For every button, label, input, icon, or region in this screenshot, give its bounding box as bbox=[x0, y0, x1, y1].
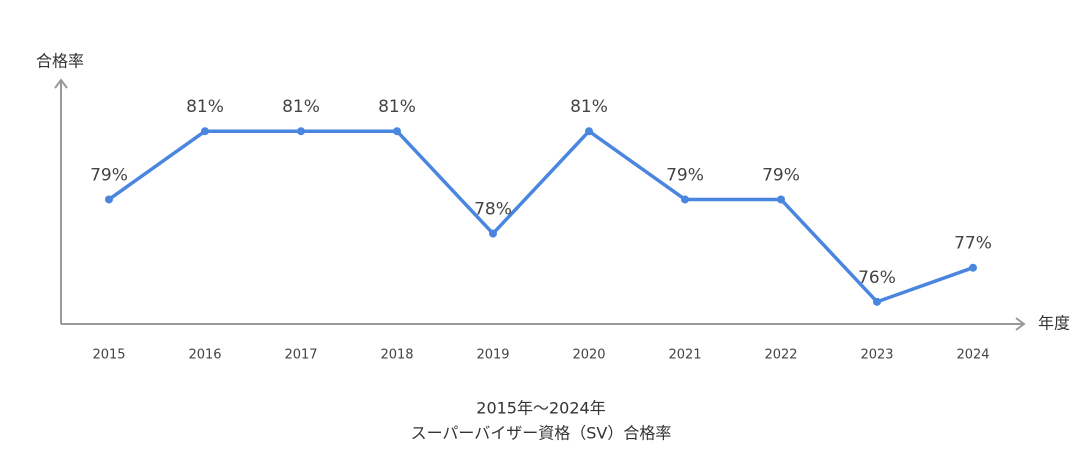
x-tick-label: 2019 bbox=[476, 348, 509, 363]
x-tick-label: 2022 bbox=[764, 348, 797, 363]
x-tick-label: 2024 bbox=[956, 348, 989, 363]
x-axis-label: 年度 bbox=[1038, 314, 1070, 333]
x-tick-label: 2016 bbox=[188, 348, 221, 363]
x-tick-label: 2018 bbox=[380, 348, 413, 363]
value-label: 77% bbox=[954, 234, 992, 254]
point bbox=[777, 195, 785, 204]
y-axis-label: 合格率 bbox=[36, 52, 84, 71]
point bbox=[969, 263, 977, 272]
value-label: 79% bbox=[666, 165, 704, 185]
point bbox=[201, 127, 209, 136]
x-tick-label: 2017 bbox=[284, 348, 317, 363]
value-label: 81% bbox=[186, 97, 224, 117]
point bbox=[393, 127, 401, 136]
x-tick-label: 2020 bbox=[572, 348, 605, 363]
chart-title: 2015年～2024年 bbox=[476, 399, 605, 418]
point bbox=[873, 297, 881, 306]
point bbox=[297, 127, 305, 136]
x-tick-label: 2015 bbox=[92, 348, 125, 363]
axes bbox=[54, 78, 1026, 331]
line bbox=[107, 129, 974, 304]
point bbox=[585, 127, 593, 136]
point bbox=[489, 229, 497, 238]
value-label: 81% bbox=[378, 97, 416, 117]
value-label: 79% bbox=[762, 165, 800, 185]
value-label: 79% bbox=[90, 165, 128, 185]
chart-title: スーパーバイザー資格（SV）合格率 bbox=[411, 424, 672, 443]
point bbox=[105, 195, 113, 204]
x-tick-label: 2021 bbox=[668, 348, 701, 363]
value-label: 81% bbox=[282, 97, 320, 117]
point bbox=[681, 195, 689, 204]
x-tick-label: 2023 bbox=[860, 348, 893, 363]
value-label: 81% bbox=[570, 97, 608, 117]
value-label: 76% bbox=[858, 268, 896, 288]
value-label: 78% bbox=[474, 200, 512, 220]
